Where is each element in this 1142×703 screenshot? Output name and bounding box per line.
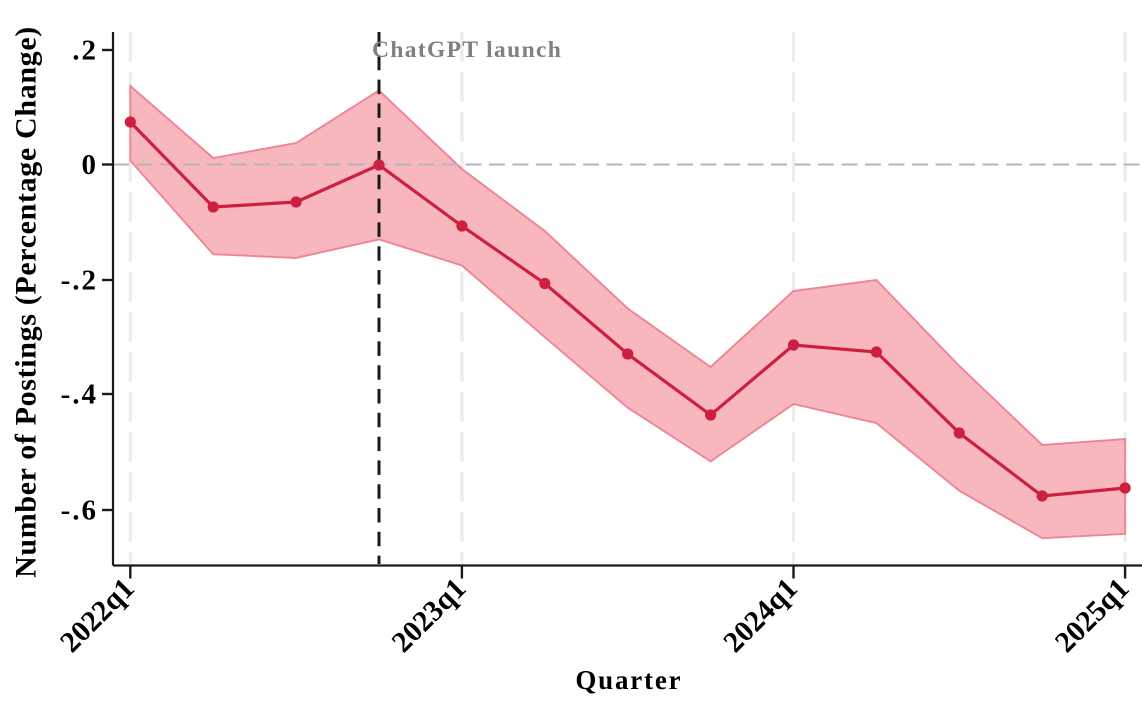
- svg-text:.2: .2: [72, 35, 98, 67]
- svg-text:Quarter: Quarter: [575, 665, 682, 695]
- svg-text:Number of Postings (Percentage: Number of Postings (Percentage Change): [10, 26, 43, 578]
- svg-text:0: 0: [82, 149, 99, 181]
- svg-text:ChatGPT launch: ChatGPT launch: [372, 37, 562, 63]
- svg-text:-.2: -.2: [61, 265, 98, 297]
- svg-text:-.4: -.4: [61, 379, 98, 411]
- svg-text:-.6: -.6: [61, 495, 98, 527]
